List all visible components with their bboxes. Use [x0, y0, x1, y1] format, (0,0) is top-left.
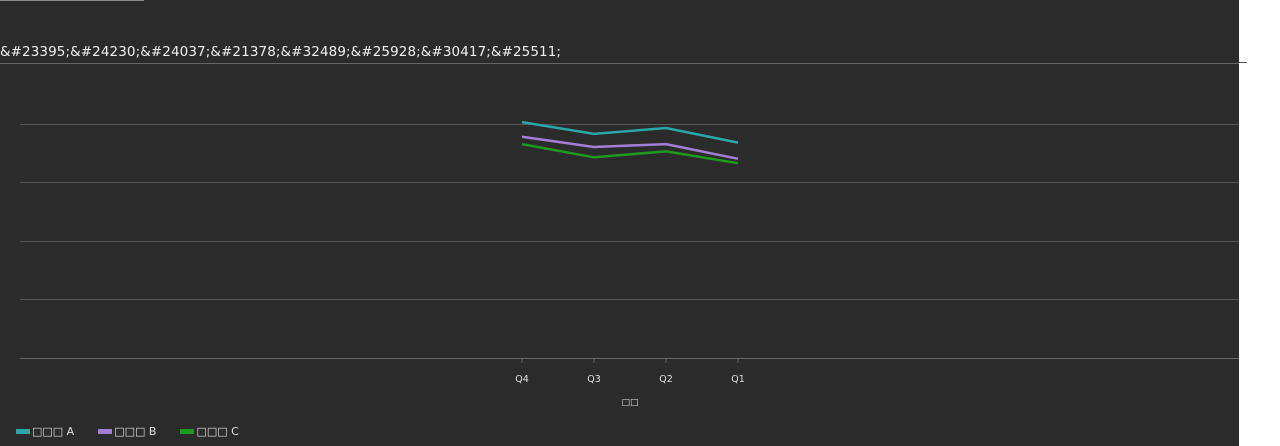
x-tick-label-q2: Q2 [659, 374, 673, 385]
x-tick-label-q4: Q4 [515, 374, 529, 385]
x-axis-label: □□ [621, 398, 638, 408]
legend-item-c[interactable]: □□□ C [180, 424, 239, 438]
chart-legend: □□□ A □□□ B □□□ C [16, 423, 239, 439]
legend-swatch-icon [180, 428, 195, 434]
line-chart: Q4 Q3 Q2 Q1 □□ [0, 63, 1239, 408]
legend-label: □□□ A [32, 424, 75, 438]
right-axis-tick [1239, 62, 1247, 63]
series-line-c [521, 142, 739, 165]
chart-title: &#23395;&#24230;&#24037;&#21378;&#32489;… [0, 44, 562, 60]
legend-item-a[interactable]: □□□ A [16, 425, 74, 438]
right-edge-panel [1239, 0, 1280, 446]
gridlines [20, 124, 1239, 359]
x-axis-ticks: Q4 Q3 Q2 Q1 [515, 358, 745, 385]
x-tick-label-q1: Q1 [731, 374, 745, 385]
legend-label: □□□ C [196, 424, 239, 438]
x-tick-label-q3: Q3 [587, 374, 601, 385]
series-line-a [521, 120, 739, 144]
series-line-b [521, 135, 739, 161]
top-divider [0, 0, 144, 1]
legend-swatch-icon [98, 428, 113, 434]
legend-swatch-icon [16, 428, 30, 434]
series-lines [521, 120, 739, 165]
legend-label: □□□ B [114, 424, 157, 438]
legend-item-b[interactable]: □□□ B [98, 425, 156, 438]
